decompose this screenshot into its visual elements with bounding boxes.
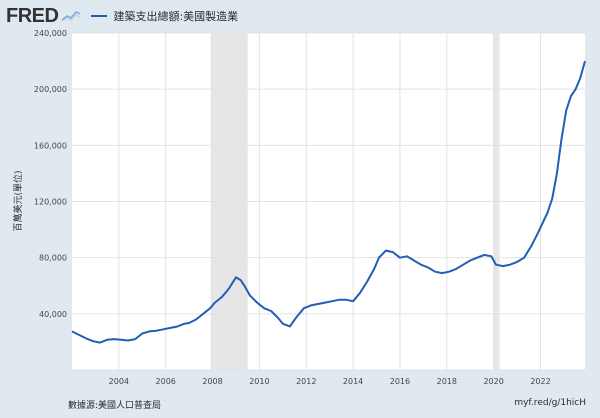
fred-logo: FRED: [6, 4, 59, 27]
short-url-link[interactable]: myf.red/g/1hicH: [514, 398, 586, 408]
source-note: 數據源:美國人口普查局: [68, 401, 162, 411]
legend-label: 建築支出總額:美國製造業: [113, 10, 239, 23]
x-tick-label: 2014: [343, 377, 363, 386]
y-tick-labels: 40,000 80,000 120,000 160,000 200,000 240,000: [34, 29, 67, 319]
x-tick-label: 2012: [296, 377, 316, 386]
x-tick-label: 2010: [249, 377, 269, 386]
x-tick-label: 2004: [109, 377, 129, 386]
y-tick-label: 80,000: [39, 254, 67, 263]
x-tick-label: 2018: [437, 377, 457, 386]
x-tick-label: 2008: [202, 377, 222, 386]
chart-header: FRED 建築支出總額:美國製造業: [6, 5, 596, 27]
series-group: [71, 60, 586, 344]
y-tick-label: 240,000: [34, 29, 67, 38]
y-tick-label: 200,000: [34, 85, 67, 94]
x-tick-label: 2016: [390, 377, 410, 386]
legend-line-swatch: [91, 15, 108, 17]
x-tick-labels: 2004 2006 2008 2010 2012 2014 2016 2018 2020 2022: [109, 377, 551, 386]
gridlines: [72, 32, 585, 371]
trend-graph-icon: [61, 7, 81, 26]
y-axis-label: 百萬美元(單位): [12, 170, 24, 231]
x-tick-label: 2020: [483, 377, 503, 386]
chart-footer: 數據源:美國人口普查局 myf.red/g/1hicH: [0, 398, 600, 414]
y-tick-label: 40,000: [39, 310, 67, 319]
y-tick-label: 120,000: [34, 198, 67, 207]
x-tick-label: 2022: [530, 377, 550, 386]
y-tick-label: 160,000: [34, 141, 67, 150]
series-line: [71, 60, 586, 344]
x-tick-label: 2006: [156, 377, 176, 386]
